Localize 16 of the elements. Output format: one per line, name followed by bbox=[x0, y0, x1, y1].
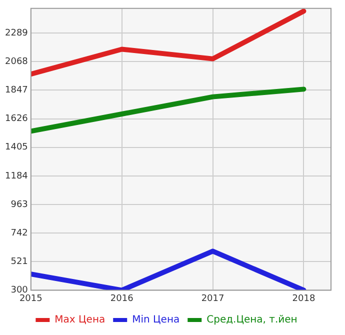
x-tick-label: 2018 bbox=[292, 294, 316, 304]
y-tick-label: 2289 bbox=[5, 28, 28, 38]
x-tick-label: 2016 bbox=[110, 294, 134, 304]
x-tick-label: 2017 bbox=[201, 294, 224, 304]
y-tick-label: 1405 bbox=[5, 142, 28, 153]
y-tick-label: 1184 bbox=[5, 171, 28, 182]
legend-label: Max Цена bbox=[54, 314, 106, 326]
y-tick-label: 521 bbox=[10, 256, 28, 267]
y-tick-label: 963 bbox=[10, 200, 28, 210]
y-tick-label: 2068 bbox=[5, 57, 28, 67]
y-tick-label: 1847 bbox=[5, 86, 28, 96]
legend-label: Сред.Цена, т.йен bbox=[206, 314, 298, 326]
legend-label: Min Цена bbox=[132, 314, 180, 326]
x-tick-label: 2015 bbox=[19, 294, 42, 304]
y-tick-label: 742 bbox=[10, 228, 28, 238]
y-tick-label: 1626 bbox=[5, 114, 28, 124]
